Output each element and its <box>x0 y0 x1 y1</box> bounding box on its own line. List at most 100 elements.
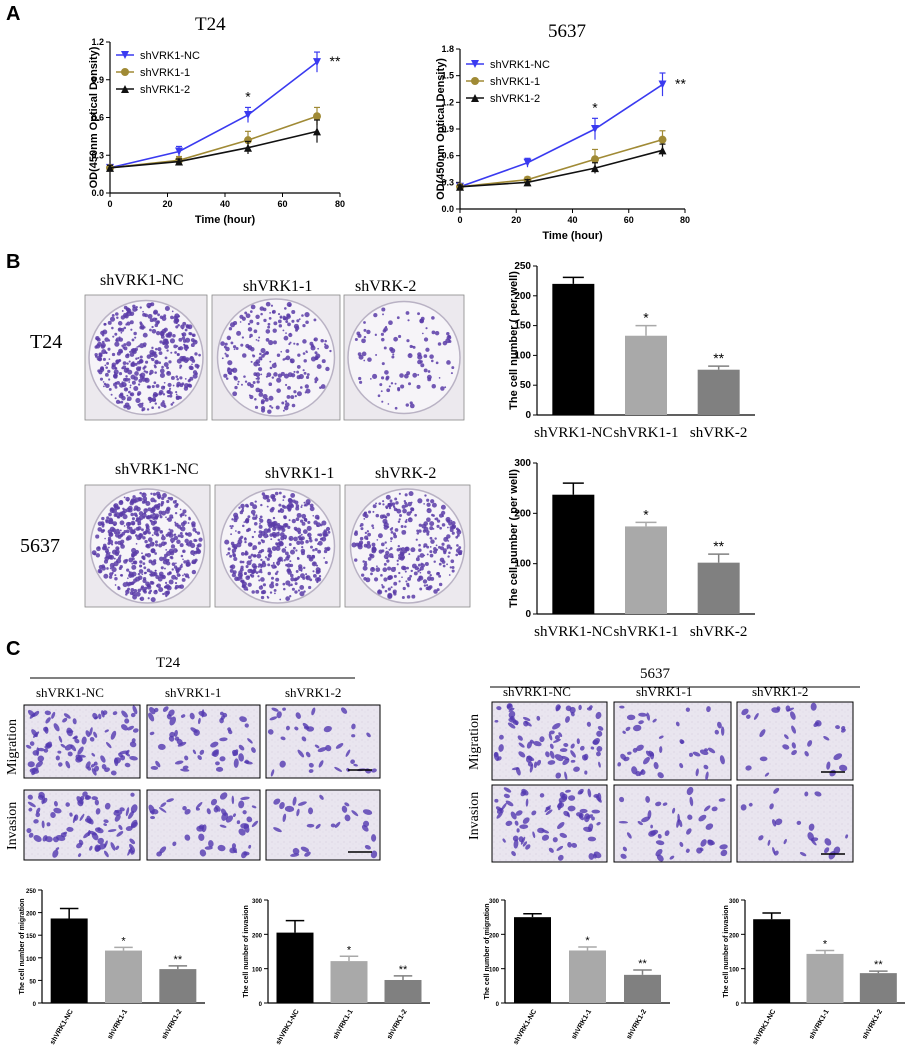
cell <box>720 849 728 857</box>
cell <box>104 840 108 848</box>
colony <box>377 394 381 398</box>
colony <box>299 537 303 541</box>
colony <box>381 307 386 312</box>
colony <box>273 321 278 326</box>
colony <box>240 383 243 386</box>
colony <box>240 551 245 556</box>
colony <box>142 576 147 581</box>
cell <box>37 794 44 800</box>
cell <box>315 823 321 829</box>
cell <box>199 849 207 857</box>
colony <box>277 319 282 324</box>
cell <box>125 752 131 757</box>
colony <box>309 506 315 512</box>
colony <box>184 328 188 332</box>
colony <box>226 367 233 374</box>
series-line-0 <box>109 61 318 169</box>
cell <box>129 741 137 748</box>
colony <box>383 346 387 350</box>
cell <box>75 754 83 762</box>
colony <box>313 338 316 341</box>
colony <box>149 349 155 355</box>
colony <box>173 344 178 349</box>
cell <box>804 751 809 757</box>
colony <box>432 549 438 554</box>
colony <box>105 366 108 369</box>
dish <box>349 488 466 604</box>
colony <box>181 336 186 340</box>
colony <box>115 337 121 342</box>
colony <box>256 553 262 559</box>
colony <box>109 555 113 559</box>
colony <box>97 369 101 373</box>
colony <box>148 591 152 595</box>
data-point <box>313 112 321 121</box>
cell <box>89 736 95 742</box>
colony <box>406 511 411 516</box>
colony <box>415 557 420 562</box>
cell <box>591 816 595 821</box>
colony <box>166 370 172 376</box>
colony <box>106 567 109 570</box>
cell <box>28 807 33 812</box>
cell <box>622 846 627 852</box>
colony <box>259 515 263 519</box>
colony <box>100 366 104 371</box>
colony <box>172 500 177 504</box>
colony <box>286 314 291 319</box>
colony <box>159 340 163 344</box>
cell <box>549 743 554 749</box>
colony <box>266 557 270 561</box>
cell <box>565 789 571 793</box>
colony <box>408 353 411 356</box>
colony <box>290 360 294 364</box>
colony <box>120 315 126 320</box>
colony <box>366 329 371 335</box>
colony <box>458 546 462 550</box>
cell <box>641 816 650 823</box>
colony <box>423 354 428 358</box>
cell <box>302 722 310 729</box>
colony <box>122 346 126 349</box>
data-point <box>175 157 183 166</box>
colony <box>129 384 132 387</box>
colony <box>259 523 261 525</box>
colony <box>291 319 295 323</box>
cell <box>514 820 519 826</box>
cell <box>351 734 356 738</box>
colony <box>318 569 321 573</box>
colony <box>170 403 174 406</box>
cell <box>791 725 797 734</box>
cell <box>571 842 578 848</box>
colony <box>420 363 425 368</box>
colony <box>128 526 133 531</box>
cell <box>127 725 134 731</box>
cell <box>35 812 41 818</box>
significance-mark: * <box>347 944 352 956</box>
colony <box>285 563 288 567</box>
colony <box>198 537 203 542</box>
cell <box>686 828 692 835</box>
colony <box>169 387 172 390</box>
cell <box>198 833 205 841</box>
colony <box>167 496 171 500</box>
cell <box>180 768 190 772</box>
colony <box>397 388 401 392</box>
significance-mark: * <box>643 506 649 522</box>
bar-0 <box>552 494 595 614</box>
colony <box>162 385 166 389</box>
bar-0 <box>514 917 551 1003</box>
colony <box>231 518 234 521</box>
significance-mark: ** <box>638 958 647 970</box>
colony-plate-t24-2 <box>343 294 465 421</box>
colony <box>152 542 155 545</box>
colony <box>307 520 311 524</box>
cell <box>565 705 572 712</box>
cell <box>103 823 108 826</box>
colony <box>370 554 375 559</box>
cell <box>662 802 668 806</box>
colony <box>153 499 157 503</box>
y-tick-label: 1.5 <box>441 71 454 81</box>
colony <box>268 382 273 387</box>
colony <box>114 532 120 538</box>
